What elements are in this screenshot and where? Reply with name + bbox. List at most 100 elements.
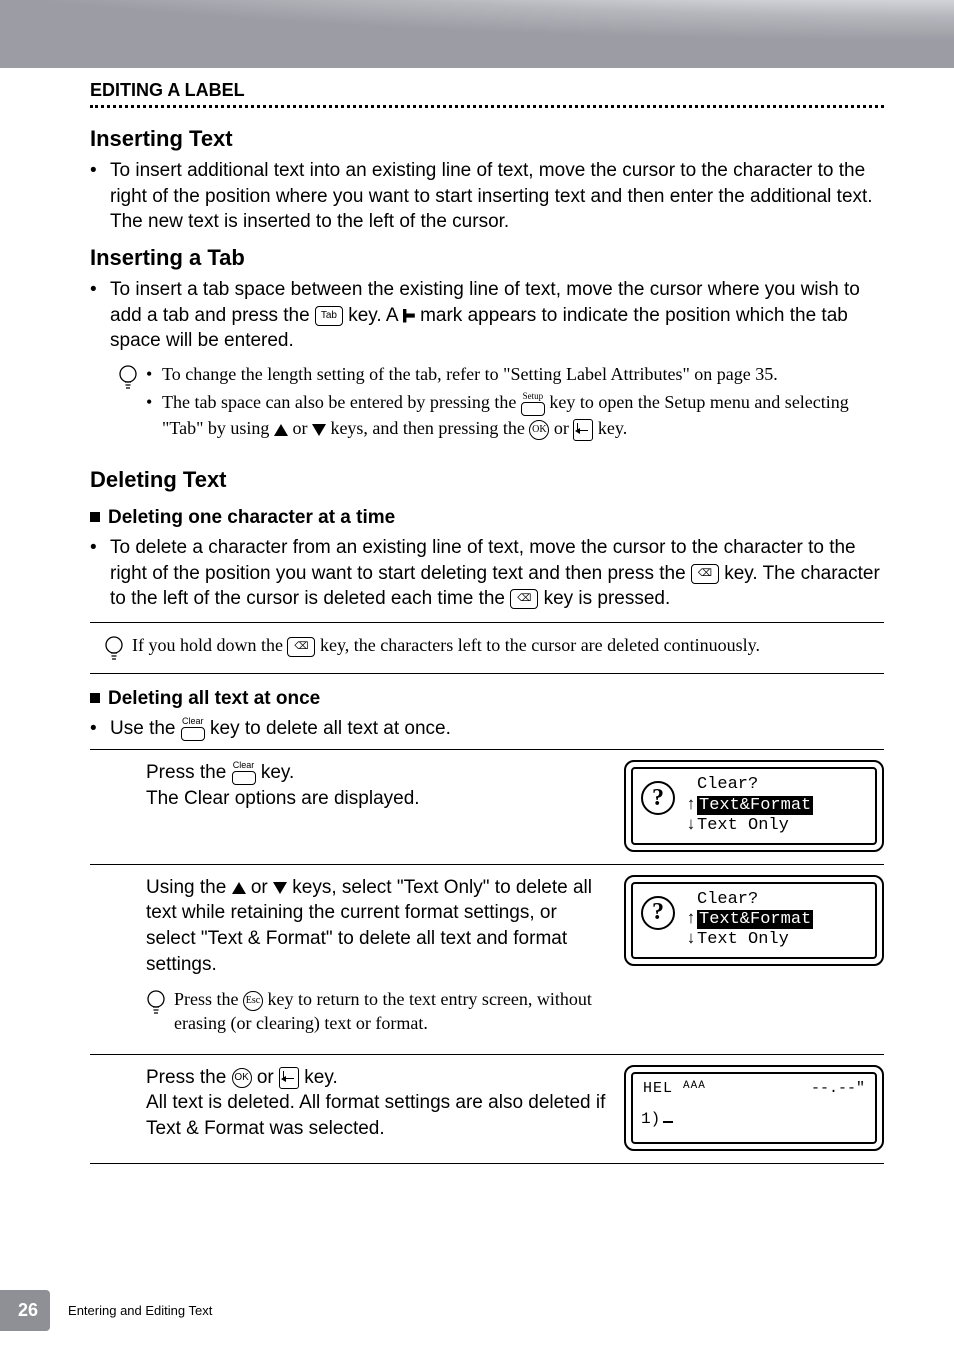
square-bullet-icon [90,512,100,522]
subheading-delete-one: Deleting one character at a time [90,507,884,529]
ok-key-icon: OK [232,1068,252,1088]
text: keys, and then pressing the [330,418,529,438]
heading-inserting-tab: Inserting a Tab [90,245,884,271]
text: key. [598,418,627,438]
bs-key-icon: ⌫ [691,564,719,584]
down-arrow-icon [312,424,326,436]
section-header: EDITING A LABEL [90,80,884,101]
down-arrow-icon [273,882,287,894]
text: or [257,1067,279,1088]
lcd-line: Clear? [685,775,813,795]
text: or [554,418,574,438]
enter-key-icon [279,1067,299,1089]
tab-note-text: To change the length setting of the tab,… [146,362,884,445]
lcd-display: ? Clear? ↑Text&Format ↓Text Only [624,760,884,851]
font-attr-icon: A [683,1080,691,1092]
lcd-size: --.--" [811,1080,865,1097]
tab-note: To change the length setting of the tab,… [118,362,884,445]
header-swoosh [0,0,954,68]
lcd-line: ↓Text Only [685,816,813,836]
step-row: 2 Using the or keys, select "Text Only" … [90,864,884,1054]
text: key. [261,762,294,783]
setup-key-icon: Setup [521,392,545,416]
note-line: The tab space can also be entered by pre… [146,390,884,441]
lcd-lines: Clear? ↑Text&Format ↓Text Only [685,890,813,951]
rule [90,673,884,674]
lcd-line: ↓Text Only [685,930,813,950]
text: Press the [174,989,243,1009]
text: Using the [146,877,232,898]
step-number: 1 [90,760,132,798]
step-text: Press the Clear key. The Clear options a… [146,760,610,811]
lcd-display: HEL AAA --.--" 1) [624,1065,884,1151]
note-line: To change the length setting of the tab,… [146,362,884,386]
up-arrow-icon [232,882,246,894]
text: All text is deleted. All format settings… [146,1092,605,1139]
text: key, the characters left to the cursor a… [320,635,760,655]
esc-key-icon: Esc [243,991,263,1011]
delete-note: If you hold down the ⌫ key, the characte… [104,633,884,663]
lcd-line: ↑Text&Format [685,796,813,816]
text: key is pressed. [544,588,671,609]
bs-key-icon: ⌫ [510,589,538,609]
cursor-icon [663,1121,673,1123]
tab-key-icon: Tab [315,306,343,326]
heading-inserting-text: Inserting Text [90,126,884,152]
page-content: EDITING A LABEL Inserting Text To insert… [90,80,884,1164]
inserting-tab-list: To insert a tab space between the existi… [90,277,884,354]
footer-text: Entering and Editing Text [68,1303,212,1318]
ok-key-icon: OK [529,420,549,440]
font-attr-icon: A [698,1080,706,1092]
page-footer: 26 Entering and Editing Text [0,1290,212,1331]
dotted-rule [90,105,884,108]
text: The tab space can also be entered by pre… [162,392,521,412]
steps: 1 Press the Clear key. The Clear options… [90,749,884,1163]
text: Press the [146,762,232,783]
text: Press the [146,1067,232,1088]
text: Use the [110,718,181,739]
step2-note: Press the Esc key to return to the text … [146,987,610,1036]
delete-one-body: To delete a character from an existing l… [90,535,884,612]
subheading-delete-all: Deleting all text at once [90,688,884,710]
lcd-lines: Clear? ↑Text&Format ↓Text Only [685,775,813,836]
tab-mark-icon [403,309,415,323]
text: If you hold down the [132,635,287,655]
bulb-icon [118,364,138,392]
bulb-icon [104,635,124,663]
step-number: 2 [90,875,132,913]
step-row: 3 Press the OK or key. All text is delet… [90,1054,884,1164]
delete-all-list: Use the Clear key to delete all text at … [90,716,884,742]
lcd-line: ↑Text&Format [685,910,813,930]
page-number: 26 [0,1290,50,1331]
inserting-text-list: To insert additional text into an existi… [90,158,884,235]
question-icon: ? [641,781,675,815]
step2-note-text: Press the Esc key to return to the text … [174,987,610,1036]
up-arrow-icon [274,424,288,436]
text: key. A [348,305,403,326]
text: key to delete all text at once. [210,718,451,739]
step-row: 1 Press the Clear key. The Clear options… [90,749,884,863]
square-bullet-icon [90,693,100,703]
question-icon: ? [641,896,675,930]
enter-key-icon [573,419,593,441]
bs-key-icon: ⌫ [287,637,315,657]
text: or [251,877,273,898]
inserting-text-body: To insert additional text into an existi… [90,158,884,235]
lcd-line: Clear? [685,890,813,910]
step-text: Using the or keys, select "Text Only" to… [146,875,610,1042]
delete-all-body: Use the Clear key to delete all text at … [90,716,884,742]
bulb-icon [146,989,166,1017]
lcd-top-line: HEL AAA --.--" [641,1080,867,1100]
delete-one-list: To delete a character from an existing l… [90,535,884,612]
text: key. [304,1067,337,1088]
step-number: 3 [90,1065,132,1103]
lcd-display: ? Clear? ↑Text&Format ↓Text Only [624,875,884,966]
heading-deleting-text: Deleting Text [90,467,884,493]
delete-note-text: If you hold down the ⌫ key, the characte… [132,633,760,657]
lcd-caret-row: 1) [641,1100,867,1128]
step-text: Press the OK or key. All text is deleted… [146,1065,610,1142]
clear-key-icon: Clear [181,717,205,741]
text: or [292,418,312,438]
clear-key-icon: Clear [232,761,256,785]
text: The Clear options are displayed. [146,788,420,809]
